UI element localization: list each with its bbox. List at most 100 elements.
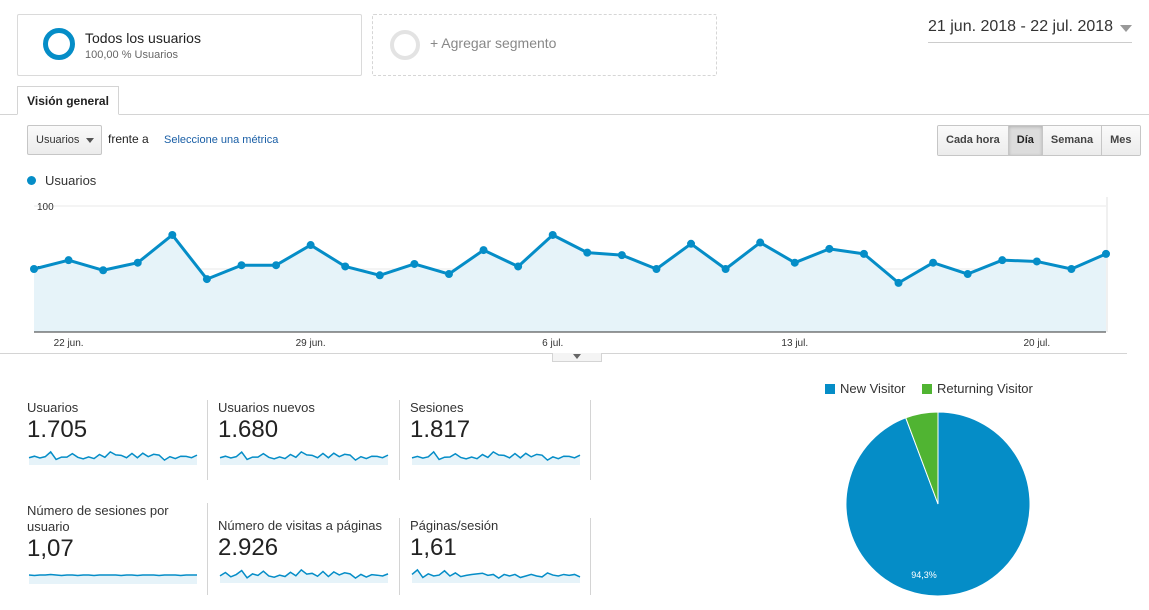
users-data-point[interactable] xyxy=(929,258,938,267)
metric-select-value: Usuarios xyxy=(36,134,80,146)
sparkline-line xyxy=(219,568,389,580)
users-data-point[interactable] xyxy=(479,246,488,255)
users-data-point[interactable] xyxy=(306,241,315,250)
kpi-value: 1,07 xyxy=(27,535,74,562)
add-segment-label: + Agregar segmento xyxy=(430,35,557,51)
sparkline-line xyxy=(28,573,197,577)
collapse-chart-button[interactable] xyxy=(552,353,602,362)
kpi-sparkline xyxy=(219,450,389,465)
users-area xyxy=(34,234,1106,332)
legend-swatch-icon xyxy=(825,384,835,394)
users-data-point[interactable] xyxy=(963,270,972,279)
kpi-sparkline xyxy=(28,573,197,584)
date-range-picker[interactable]: 21 jun. 2018 - 22 jul. 2018 xyxy=(928,18,1132,43)
visitor-type-pie-chart[interactable]: 94,3% xyxy=(840,408,1036,604)
users-data-point[interactable] xyxy=(133,258,142,267)
users-data-point[interactable] xyxy=(1067,265,1076,273)
period-day-button[interactable]: Día xyxy=(1008,126,1043,155)
users-series-line xyxy=(33,233,1107,285)
users-data-point[interactable] xyxy=(1102,249,1110,258)
users-data-point[interactable] xyxy=(375,271,384,280)
add-segment-button[interactable]: + Agregar segmento xyxy=(372,14,717,76)
users-data-point[interactable] xyxy=(859,249,868,258)
kpi-value: 1.680 xyxy=(218,416,279,443)
kpi-sparkline xyxy=(411,450,581,465)
vs-text: frente a xyxy=(108,132,149,146)
users-data-point[interactable] xyxy=(652,265,661,273)
metric-select[interactable]: Usuarios xyxy=(27,125,102,155)
select-metric-link[interactable]: Seleccione una métrica xyxy=(164,134,279,146)
users-data-point[interactable] xyxy=(998,256,1007,265)
kpi-label: Usuarios xyxy=(27,400,79,415)
kpi-sparkline xyxy=(219,568,389,583)
kpi-sparkline xyxy=(411,568,581,583)
kpi-label: Número de sesiones por usuario xyxy=(27,503,169,534)
users-data-point[interactable] xyxy=(237,261,246,270)
legend-swatch-icon xyxy=(922,384,932,394)
kpi-users[interactable]: Usuarios 1.705 xyxy=(27,400,209,471)
kpi-divider xyxy=(590,400,591,480)
chart-legend-label[interactable]: Usuarios xyxy=(45,173,97,188)
users-data-point[interactable] xyxy=(790,258,799,267)
sparkline-line xyxy=(219,450,389,462)
tab-divider xyxy=(0,114,1149,115)
period-month-button[interactable]: Mes xyxy=(1102,126,1140,155)
kpi-label: Número de visitas a páginas xyxy=(218,518,383,533)
x-tick-label: 22 jun. xyxy=(54,338,84,349)
kpi-label: Páginas/sesión xyxy=(410,518,499,533)
kpi-label: Sesiones xyxy=(410,400,464,415)
users-data-point[interactable] xyxy=(99,266,108,275)
segment-ring-icon xyxy=(43,28,75,60)
x-tick-label: 13 jul. xyxy=(781,338,808,349)
kpi-pages-per-session[interactable]: Páginas/sesión 1,61 xyxy=(410,518,592,589)
kpi-new-users[interactable]: Usuarios nuevos 1.680 xyxy=(218,400,400,471)
users-data-point[interactable] xyxy=(1032,257,1041,266)
pie-slice-label: 94,3% xyxy=(911,570,937,580)
dropdown-caret-icon xyxy=(86,138,94,143)
kpi-divider xyxy=(399,518,400,595)
period-week-button[interactable]: Semana xyxy=(1042,126,1103,155)
pie-slice-returning-visitor[interactable] xyxy=(905,411,939,505)
segment-all-users[interactable]: Todos los usuarios 100,00 % Usuarios xyxy=(17,14,362,76)
users-data-point[interactable] xyxy=(894,278,903,287)
users-over-time-chart[interactable]: 1005022 jun.29 jun.6 jul.13 jul.20 jul. xyxy=(0,190,1130,352)
users-data-point[interactable] xyxy=(444,270,453,279)
sparkline-line xyxy=(411,450,581,462)
period-hourly-button[interactable]: Cada hora xyxy=(938,126,1009,155)
kpi-divider xyxy=(590,518,591,595)
kpi-divider xyxy=(207,400,208,480)
sparkline-line xyxy=(411,568,581,580)
users-data-point[interactable] xyxy=(548,230,557,239)
users-data-point[interactable] xyxy=(168,230,177,239)
users-data-point[interactable] xyxy=(202,275,211,284)
pie-legend-label: Returning Visitor xyxy=(937,381,1033,396)
kpi-value: 1,61 xyxy=(410,534,457,561)
tab-overview[interactable]: Visión general xyxy=(17,86,119,115)
kpi-sessions[interactable]: Sesiones 1.817 xyxy=(410,400,592,471)
kpi-sessions-per-user[interactable]: Número de sesiones por usuario 1,07 xyxy=(27,503,209,590)
sparkline-line xyxy=(28,450,198,462)
users-data-point[interactable] xyxy=(30,265,38,273)
period-toggle-group: Cada hora Día Semana Mes xyxy=(937,125,1141,156)
users-data-point[interactable] xyxy=(721,265,730,273)
users-data-point[interactable] xyxy=(341,262,350,271)
segment-title: Todos los usuarios xyxy=(85,30,201,46)
users-data-point[interactable] xyxy=(825,244,834,253)
y-tick-label: 100 xyxy=(37,202,54,213)
pie-legend-returning-visitor[interactable]: Returning Visitor xyxy=(922,381,1033,396)
users-data-point[interactable] xyxy=(410,259,419,268)
x-tick-label: 29 jun. xyxy=(296,338,326,349)
kpi-sparkline xyxy=(28,450,198,465)
users-data-point[interactable] xyxy=(514,262,523,271)
pie-legend-new-visitor[interactable]: New Visitor xyxy=(825,381,906,396)
users-data-point[interactable] xyxy=(272,261,281,270)
kpi-divider xyxy=(207,503,208,595)
kpi-value: 1.705 xyxy=(27,416,88,443)
users-data-point[interactable] xyxy=(687,239,696,248)
kpi-label: Usuarios nuevos xyxy=(218,400,315,415)
users-data-point[interactable] xyxy=(64,256,73,265)
users-data-point[interactable] xyxy=(756,238,765,247)
kpi-pageviews[interactable]: Número de visitas a páginas 2.926 xyxy=(218,518,400,589)
users-data-point[interactable] xyxy=(583,248,592,257)
users-data-point[interactable] xyxy=(617,251,626,260)
